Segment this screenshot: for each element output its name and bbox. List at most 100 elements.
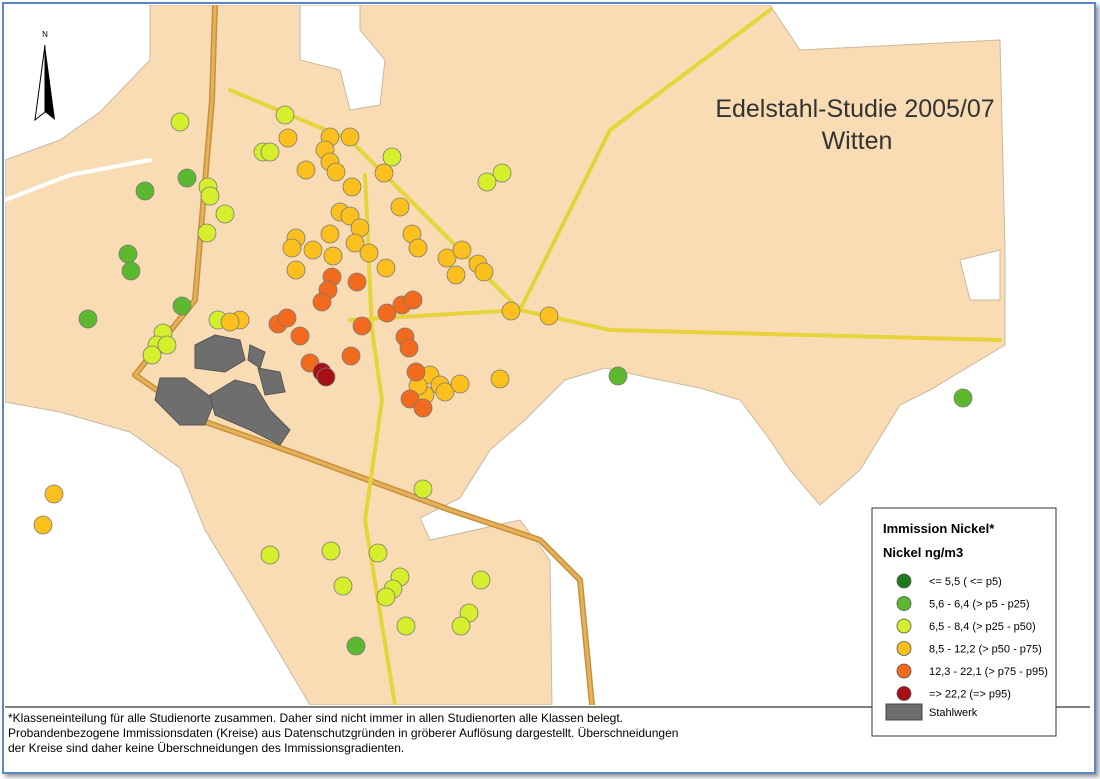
legend-swatch: [896, 686, 912, 701]
sampling-point: [376, 258, 396, 278]
sampling-point: [492, 163, 512, 183]
sampling-point: [400, 389, 420, 409]
sampling-point: [450, 374, 470, 394]
sampling-point: [177, 168, 197, 188]
sampling-point: [170, 112, 190, 132]
sampling-point: [277, 308, 297, 328]
sampling-point: [390, 197, 410, 217]
sampling-point: [326, 162, 346, 182]
legend-swatch: [896, 641, 912, 656]
sampling-point: [33, 515, 53, 535]
land: [5, 5, 1006, 705]
legend-swatch: [896, 618, 912, 634]
north-arrow: N: [34, 30, 55, 122]
sampling-point: [352, 316, 372, 336]
sampling-point: [290, 326, 310, 346]
sampling-point: [197, 223, 217, 243]
sampling-point: [359, 243, 379, 263]
sampling-point: [452, 240, 472, 260]
sampling-point: [382, 147, 402, 167]
sampling-point: [275, 105, 295, 125]
sampling-point: [296, 160, 316, 180]
sampling-point: [333, 576, 353, 596]
map-title: Edelstahl-Studie 2005/07: [715, 95, 994, 123]
sampling-point: [320, 224, 340, 244]
sampling-point: [260, 545, 280, 565]
sampling-point: [135, 181, 155, 201]
north-label: N: [42, 30, 48, 39]
legend-title: Immission Nickel*: [883, 521, 995, 536]
legend-label: 12,3 - 22,1 (> p75 - p95): [929, 666, 1048, 678]
sampling-point: [215, 204, 235, 224]
sampling-point: [490, 369, 510, 389]
sampling-point: [406, 362, 426, 382]
sampling-points: [33, 105, 973, 656]
sampling-point: [413, 398, 433, 418]
sampling-point: [477, 172, 497, 192]
sampling-point: [303, 240, 323, 260]
footnote: *Klasseneinteilung für alle Studienorte …: [8, 711, 623, 725]
sampling-point: [435, 382, 455, 402]
legend-label: <= 5,5 ( <= p5): [929, 576, 1002, 588]
sampling-point: [376, 587, 396, 607]
sampling-point: [321, 541, 341, 561]
sampling-point: [142, 345, 162, 365]
sampling-point: [408, 238, 428, 258]
footnote: der Kreise sind daher keine Überschneidu…: [8, 741, 404, 755]
sampling-point: [220, 312, 240, 332]
sampling-point: [200, 186, 220, 206]
legend-swatch: [885, 703, 923, 721]
sampling-point: [437, 248, 457, 268]
sampling-point: [471, 570, 491, 590]
legend-label: => 22,2 (=> p95): [929, 689, 1011, 701]
sampling-point: [539, 306, 559, 326]
legend-label: 5,6 - 6,4 (> p5 - p25): [929, 599, 1030, 611]
legend-swatch: [896, 596, 912, 611]
sampling-point: [286, 260, 306, 280]
sampling-point: [347, 272, 367, 292]
sampling-point: [316, 367, 336, 387]
sampling-point: [474, 262, 494, 282]
sampling-point: [501, 301, 521, 321]
sampling-point: [451, 616, 471, 636]
sampling-point: [341, 346, 361, 366]
sampling-point: [157, 335, 177, 355]
basemap: [5, 5, 1006, 705]
legend-subtitle: Nickel ng/m3: [883, 545, 963, 560]
sampling-point: [953, 388, 973, 408]
sampling-point: [342, 177, 362, 197]
legend-swatch: [896, 573, 912, 589]
legend-label: Stahlwerk: [929, 707, 978, 719]
sampling-point: [377, 303, 397, 323]
sampling-point: [323, 246, 343, 266]
sampling-point: [118, 244, 138, 264]
map-title: Witten: [822, 127, 893, 155]
sampling-point: [278, 128, 298, 148]
sampling-point: [340, 127, 360, 147]
legend-label: 8,5 - 12,2 (> p50 - p75): [929, 644, 1042, 656]
legend-swatch: [896, 663, 912, 679]
sampling-point: [260, 142, 280, 162]
sampling-point: [172, 296, 192, 316]
sampling-point: [121, 261, 141, 281]
sampling-point: [368, 543, 388, 563]
sampling-point: [396, 616, 416, 636]
sampling-point: [282, 238, 302, 258]
water: [299, 5, 386, 111]
steel-plant: [154, 334, 291, 446]
sampling-point: [608, 366, 628, 386]
sampling-point: [399, 338, 419, 358]
sampling-point: [374, 163, 394, 183]
footnote: Probandenbezogene Immissionsdaten (Kreis…: [8, 726, 678, 740]
legend-label: 6,5 - 8,4 (> p25 - p50): [929, 621, 1036, 633]
sampling-point: [345, 233, 365, 253]
sampling-point: [413, 479, 433, 499]
sampling-point: [78, 309, 98, 329]
sampling-point: [346, 636, 366, 656]
sampling-point: [44, 484, 64, 504]
water: [959, 249, 1001, 301]
sampling-point: [312, 292, 332, 312]
sampling-point: [446, 265, 466, 285]
sampling-point: [403, 290, 423, 310]
